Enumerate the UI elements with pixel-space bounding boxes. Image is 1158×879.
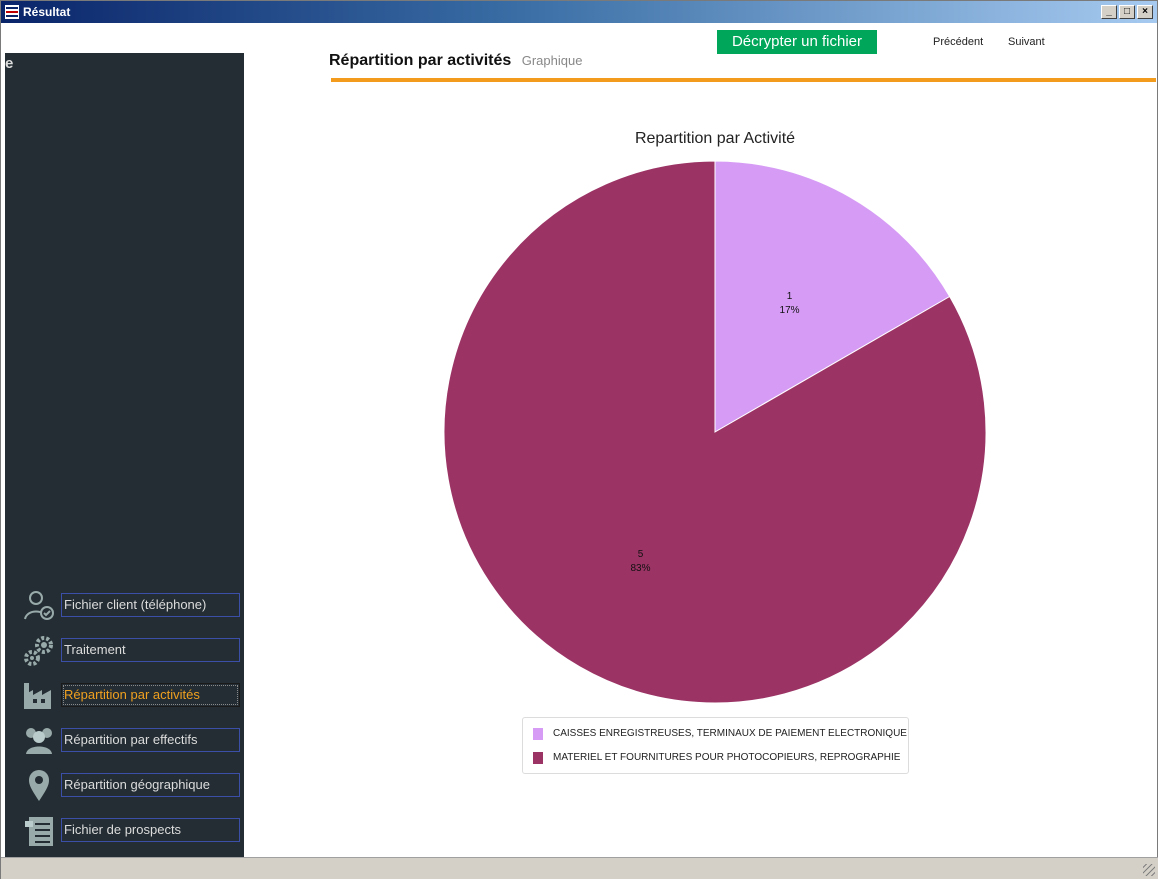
legend-swatch xyxy=(533,728,543,740)
legend-swatch xyxy=(533,752,543,764)
heading-divider xyxy=(331,78,1156,82)
sidebar-item-geographic[interactable]: Répartition géographique xyxy=(21,765,241,805)
legend-label: CAISSES ENREGISTREUSES, TERMINAUX DE PAI… xyxy=(553,728,907,739)
resize-grip-icon[interactable] xyxy=(1143,864,1155,876)
slice-percent-label: 17% xyxy=(780,305,800,316)
close-button[interactable]: × xyxy=(1137,5,1153,19)
sidebar-item-client-file[interactable]: Fichier client (téléphone) xyxy=(21,585,241,625)
minimize-button[interactable]: _ xyxy=(1101,5,1117,19)
previous-link[interactable]: Précédent xyxy=(933,36,984,48)
gears-icon xyxy=(24,636,53,666)
window-title: Résultat xyxy=(23,5,71,19)
decrypt-file-button[interactable]: Décrypter un fichier xyxy=(717,30,877,54)
maximize-button[interactable]: □ xyxy=(1119,5,1135,19)
sidebar-item-label: Répartition géographique xyxy=(61,773,240,797)
people-icon xyxy=(26,728,52,754)
sidebar-item-label: Répartition par effectifs xyxy=(61,728,240,752)
title-bar[interactable]: Résultat _ □ × xyxy=(1,1,1157,23)
sidebar-item-label: Fichier de prospects xyxy=(61,818,240,842)
sidebar-item-processing[interactable]: Traitement xyxy=(21,630,241,670)
document-list-icon xyxy=(25,817,53,846)
slice-percent-label: 83% xyxy=(630,563,650,574)
sidebar-item-label: Traitement xyxy=(61,638,240,662)
pie-slice-0[interactable] xyxy=(714,160,951,433)
sidebar-item-label: Fichier client (téléphone) xyxy=(61,593,240,617)
app-icon xyxy=(5,5,19,19)
page-title: Répartition par activités xyxy=(329,52,512,69)
slice-value-label: 5 xyxy=(638,549,644,560)
pie-chart: 1 17% 5 83% xyxy=(443,160,987,704)
page-heading: Répartition par activités Graphique xyxy=(329,52,582,70)
next-link[interactable]: Suivant xyxy=(1008,36,1045,48)
map-pin-icon xyxy=(29,770,49,801)
user-check-icon xyxy=(24,591,54,620)
status-bar xyxy=(1,857,1158,879)
page-subtitle: Graphique xyxy=(521,53,583,68)
sidebar-item-label: Répartition par activités xyxy=(61,683,240,707)
sidebar-truncated-text: e xyxy=(5,55,14,72)
legend-label: MATERIEL ET FOURNITURES POUR PHOTOCOPIEU… xyxy=(553,752,901,763)
window-controls: _ □ × xyxy=(1101,5,1153,19)
pie-slice-1[interactable] xyxy=(443,160,987,704)
sidebar-item-workforce[interactable]: Répartition par effectifs xyxy=(21,720,241,760)
slice-value-label: 1 xyxy=(787,291,793,302)
sidebar-item-activities[interactable]: Répartition par activités xyxy=(21,675,241,715)
sidebar-item-prospects[interactable]: Fichier de prospects xyxy=(21,810,241,850)
chart-title: Repartition par Activité xyxy=(634,130,796,147)
chart-legend: CAISSES ENREGISTREUSES, TERMINAUX DE PAI… xyxy=(522,717,909,774)
factory-icon xyxy=(24,683,51,709)
sidebar: e Fichier client (téléphone) Traitement xyxy=(5,53,244,857)
